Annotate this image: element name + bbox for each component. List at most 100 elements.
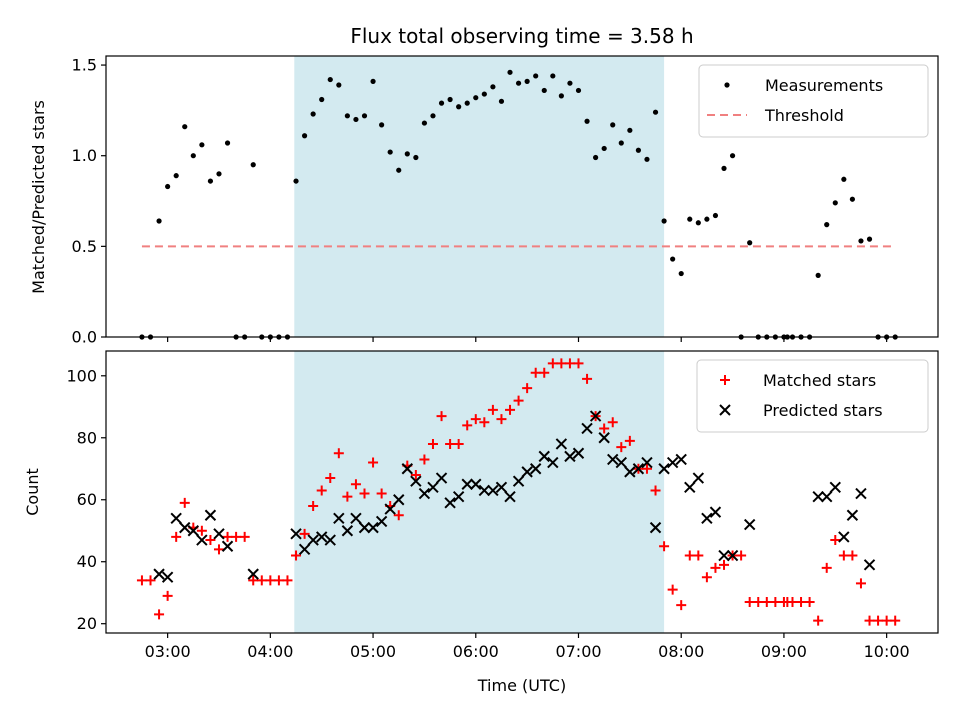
matched-star-point — [838, 550, 849, 561]
predicted-star-point — [375, 515, 388, 528]
predicted-star-point — [435, 472, 448, 484]
predicted-star-point — [461, 478, 473, 490]
matched-star-point — [342, 491, 353, 502]
predicted-star-point — [298, 543, 311, 556]
observing-span — [294, 56, 665, 337]
measurement-point — [627, 127, 633, 133]
y-tick-label: 40 — [77, 552, 97, 571]
x-tick-label: 08:00 — [658, 642, 704, 661]
matched-star-point — [239, 531, 250, 542]
matched-star-point — [273, 575, 284, 586]
measurement-point — [541, 87, 547, 94]
measurement-point — [207, 178, 214, 184]
top-panel: 0.0 0.5 1.0 1.5 Measurements Threshold — [72, 55, 939, 347]
observing-span — [294, 351, 665, 633]
plot-frame — [105, 55, 939, 338]
matched-star-point — [522, 383, 533, 394]
matched-star-point — [607, 417, 618, 428]
predicted-star-point — [204, 509, 217, 521]
predicted-star-point — [692, 472, 705, 484]
predicted-star-point — [512, 475, 525, 487]
legend-box — [696, 359, 929, 433]
predicted-star-point — [863, 559, 876, 571]
measurement-point — [301, 133, 308, 139]
y-tick-label: 0.0 — [72, 328, 97, 347]
measurement-point — [841, 176, 847, 182]
predicted-star-point — [581, 422, 593, 435]
predicted-star-point — [615, 456, 627, 469]
measurement-point — [704, 216, 710, 222]
x-tick-label: 03:00 — [145, 642, 191, 661]
measurement-point — [601, 145, 607, 152]
predicted-star-point — [358, 521, 371, 534]
predicted-star-point — [495, 481, 508, 494]
matched-star-point — [145, 575, 156, 586]
matched-star-point — [813, 615, 824, 626]
measurement-point — [584, 118, 590, 124]
measurement-point — [370, 78, 376, 84]
matched-star-point — [744, 597, 755, 608]
matched-star-point — [231, 531, 242, 542]
predicted-star-point — [341, 525, 354, 537]
matched-star-point — [573, 358, 584, 369]
predicted-star-point — [470, 478, 482, 490]
measurement-point — [481, 91, 487, 97]
measurement-point — [379, 122, 385, 128]
predicted-star-point — [401, 463, 414, 475]
matched-star-point — [684, 550, 695, 561]
matched-star-point — [179, 497, 190, 508]
predicted-star-point — [658, 463, 670, 475]
predicted-star-point — [179, 521, 191, 534]
matched-star-point — [196, 525, 207, 536]
matched-star-point — [462, 420, 473, 431]
predicted-star-point — [564, 450, 576, 463]
matched-star-point — [599, 423, 610, 434]
chart-title: Flux total observing time = 3.58 h — [350, 24, 693, 48]
matched-star-point — [419, 454, 430, 465]
x-tick-label: 07:00 — [555, 642, 601, 661]
legend-entry-label: Threshold — [764, 106, 844, 125]
measurement-point — [550, 73, 556, 79]
predicted-star-point — [315, 531, 328, 543]
measurement-point — [447, 96, 453, 103]
matched-star-point — [359, 488, 370, 499]
measurement-point — [558, 93, 564, 99]
predicted-star-point — [444, 497, 456, 509]
predicted-star-point — [821, 490, 833, 503]
predicted-star-point — [418, 487, 431, 500]
measurement-point — [404, 151, 410, 157]
predicted-star-point — [290, 528, 302, 540]
matched-star-point — [487, 404, 498, 415]
matched-star-point — [513, 395, 524, 406]
matched-star-point — [222, 531, 233, 542]
measurement-point — [421, 120, 428, 126]
predicted-star-point — [718, 549, 730, 562]
measurement-point — [695, 220, 701, 226]
bottom-panel: 20 40 60 80 100 03:00 04:00 05:00 06:00 07:00 08:0… — [66, 350, 939, 661]
legend-predicted-handle — [719, 404, 731, 416]
matched-star-point — [291, 550, 302, 561]
matched-star-point — [753, 597, 764, 608]
predicted-star-point — [333, 512, 345, 525]
x-tick-label: 10:00 — [864, 642, 910, 661]
predicted-star-point — [324, 534, 336, 546]
measurement-point — [507, 69, 513, 75]
matched-star-point — [436, 411, 447, 422]
matched-star-point — [248, 575, 259, 586]
measurement-point — [336, 82, 342, 88]
measurement-point — [824, 222, 830, 228]
measurement-point — [593, 154, 599, 161]
x-tick-label: 09:00 — [761, 642, 807, 661]
measurement-point — [858, 238, 864, 244]
predicted-star-point — [829, 481, 841, 494]
matched-star-point — [641, 463, 652, 474]
predicted-star-point — [701, 512, 713, 525]
matched-star-point — [505, 404, 516, 415]
measurement-point — [353, 116, 359, 123]
x-tick-label: 04:00 — [247, 642, 293, 661]
measurement-point — [610, 122, 616, 128]
matched-star-point — [890, 615, 901, 626]
measurement-point — [344, 113, 350, 119]
predicted-star-point — [572, 447, 585, 459]
matched-star-point — [256, 575, 267, 586]
